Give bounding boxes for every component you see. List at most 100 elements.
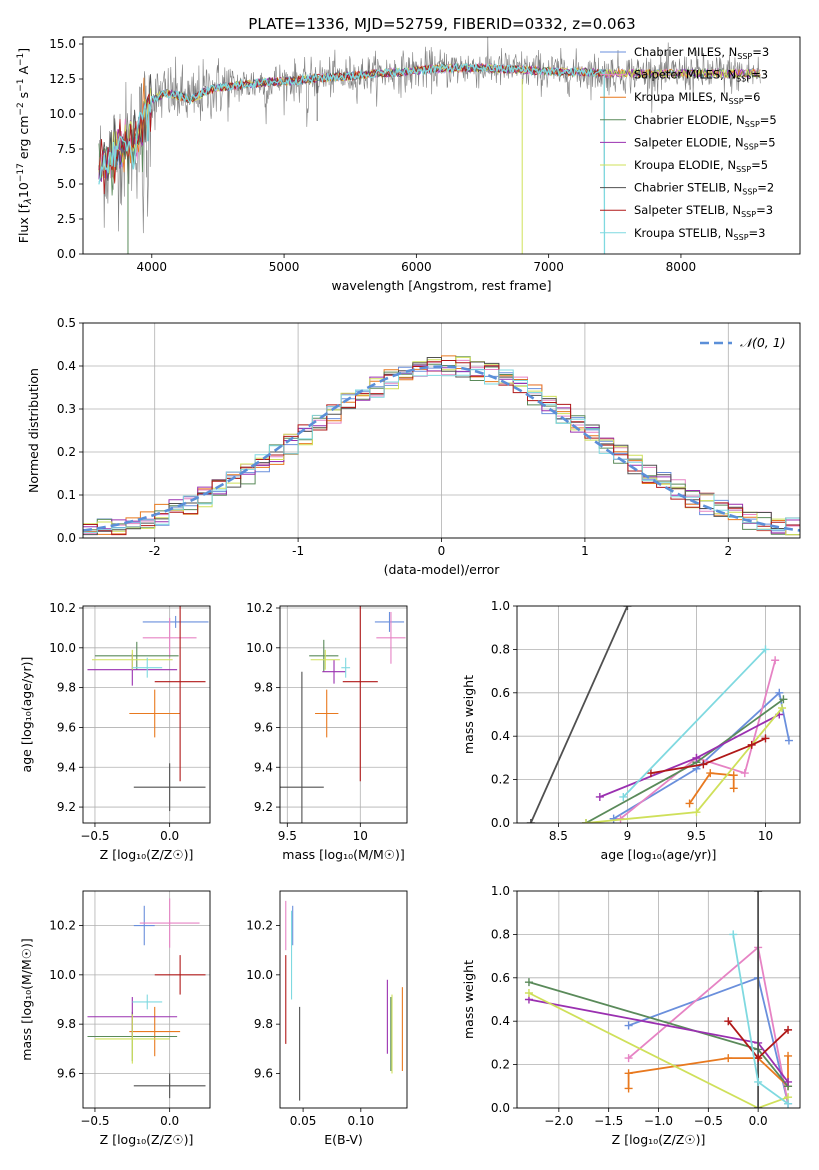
y-tick-label: 10.2 [49,601,76,615]
y-tick-label: 0.0 [491,816,510,830]
x-tick-label: -2 [149,544,161,558]
histogram-kroupa_stelib [83,369,800,533]
legend-n: =3 [752,45,769,59]
x-tick-label: 9.5 [687,829,706,843]
y-tick-label: 9.4 [57,760,76,774]
legend-n: =2 [757,181,774,195]
x-tick-label: 0.0 [160,1114,179,1128]
histogram-lines [83,355,800,536]
legend-subscript: SSP [744,142,759,151]
y-tick-label: 0.8 [491,642,510,656]
y-tick-label: 0.3 [57,402,76,416]
mass_vs_z-panel: −0.5 0.0 9.6 9.8 10.0 10.2 Z [log₁₀(Z/Z☉)] mass… [19,890,211,1147]
y-tick-label: 0.0 [57,247,76,261]
y-tick-label: 9.8 [57,681,76,695]
x-tick-label: 10 [758,829,773,843]
series [524,891,793,1108]
legend-n: =3 [756,203,773,217]
marker-chabrier_elodie [779,695,788,704]
y-tick-label: 9.2 [57,800,76,814]
y-tick-label: 0.8 [491,927,510,941]
y-tick-label: 9.8 [254,1017,273,1031]
y-tick-label: 5.0 [57,177,76,191]
y-tick-label: 10.0 [246,641,273,655]
spectrum-panel: 4000 5000 6000 7000 8000 0.0 2.5 5.0 7.5 10.0 12.5… [16,36,801,293]
x-tick-label: 0.10 [347,1114,374,1128]
mass_weight_vs_age-panel: 8.5 9 9.5 10 0.0 0.2 0.4 0.6 0.8 1.0 age [log₁₀(ag… [461,599,801,862]
y-tick-label: 9.8 [254,681,273,695]
legend-n: =3 [751,68,768,82]
marker-salpeter_elodie [784,1077,793,1086]
y-tick-label: 9.6 [254,720,273,734]
legend-subscript: SSP [741,210,756,219]
marker-kroupa_miles [624,1069,633,1078]
y-tick-label: 0.0 [491,1101,510,1115]
marker-salpeter_stelib [784,1025,793,1034]
axes-frame [279,605,408,824]
mass_weight_vs_z-panel: −2.0 −1.5 −1.0 −0.5 0.0 0.0 0.2 0.4 0.6 0.8 1.0 Z [… [461,884,801,1147]
marker-kroupa_miles [729,771,738,780]
axes-frame [516,890,801,1109]
x-axis-label: Z [log₁₀(Z/Z☉)] [612,1132,706,1147]
x-tick-label: 0.0 [160,829,179,843]
y-axis-label: mass [log₁₀(M/M☉)] [19,938,34,1060]
y-tick-label: 7.5 [57,142,76,156]
x-tick-label: 8000 [666,260,697,274]
x-tick-label: 10 [353,829,368,843]
legend-subscript: SSP [729,97,744,106]
y-tick-label: 9.6 [254,1066,273,1080]
y-tick-label: 0.1 [57,488,76,502]
y-tick-label: 1.0 [491,599,510,613]
x-tick-label: 7000 [533,260,564,274]
line-chabrier_elodie [585,698,784,823]
y-tick-label: 0.4 [491,1014,510,1028]
legend-subscript: SSP [737,52,752,61]
error-bars [87,898,206,1099]
axes-frame [82,605,211,824]
x-tick-label: −1.0 [644,1114,673,1128]
axes-frame [82,322,801,539]
x-tick-label: 1 [581,544,589,558]
legend-label: Chabrier MILES, NSSP=3 [634,45,769,61]
x-axis-label: Z [log₁₀(Z/Z☉)] [100,1132,194,1147]
y-tick-label: 0.5 [57,316,76,330]
marker-kroupa_stelib [761,645,770,654]
y-tick-label: 9.6 [57,720,76,734]
x-tick-label: 4000 [137,260,168,274]
x-axis-label: mass [log₁₀(M/M☉)] [282,847,404,862]
legend-label: Salpeter ELODIE, NSSP=5 [634,135,776,151]
y-tick-label: 1.0 [491,884,510,898]
marker-salpeter_miles [771,656,780,665]
error-bars [285,900,403,1101]
axes-frame [516,605,801,824]
line-kroupa_elodie [585,707,783,823]
legend-subscript: SSP [745,120,760,129]
y-tick-label: 2.5 [57,212,76,226]
marker-kroupa_stelib [729,930,738,939]
model-spectrum-kroupa_stelib [98,62,606,254]
x-tick-label: −1.5 [594,1114,623,1128]
marker-kroupa_miles [784,1051,793,1060]
axes-frame [82,36,801,255]
marker-kroupa_miles [706,769,715,778]
marker-chabrier_miles [784,736,793,745]
y-tick-label: 10.2 [246,601,273,615]
legend-label: Chabrier ELODIE, NSSP=5 [634,113,777,129]
y-tick-label: 0.4 [57,359,76,373]
y-tick-label: 15.0 [49,37,76,51]
y-tick-label: 10.0 [49,968,76,982]
y-tick-label: 0.2 [57,445,76,459]
marker-salpeter_miles [740,769,749,778]
marker-kroupa_miles [624,1084,633,1093]
legend-subscript: SSP [734,233,749,242]
marker-chabrier_stelib [526,819,535,823]
line-chabrier_miles [613,691,790,820]
x-tick-label: −0.5 [80,829,109,843]
y-axis-label: mass weight [461,960,476,1039]
legend-n: =6 [744,90,761,104]
line-salpeter_miles [619,660,777,820]
x-tick-label: −0.5 [694,1114,723,1128]
legend-label: Chabrier STELIB, NSSP=2 [634,181,774,197]
x-tick-label: -1 [292,544,304,558]
marker-kroupa_stelib [754,1077,763,1086]
